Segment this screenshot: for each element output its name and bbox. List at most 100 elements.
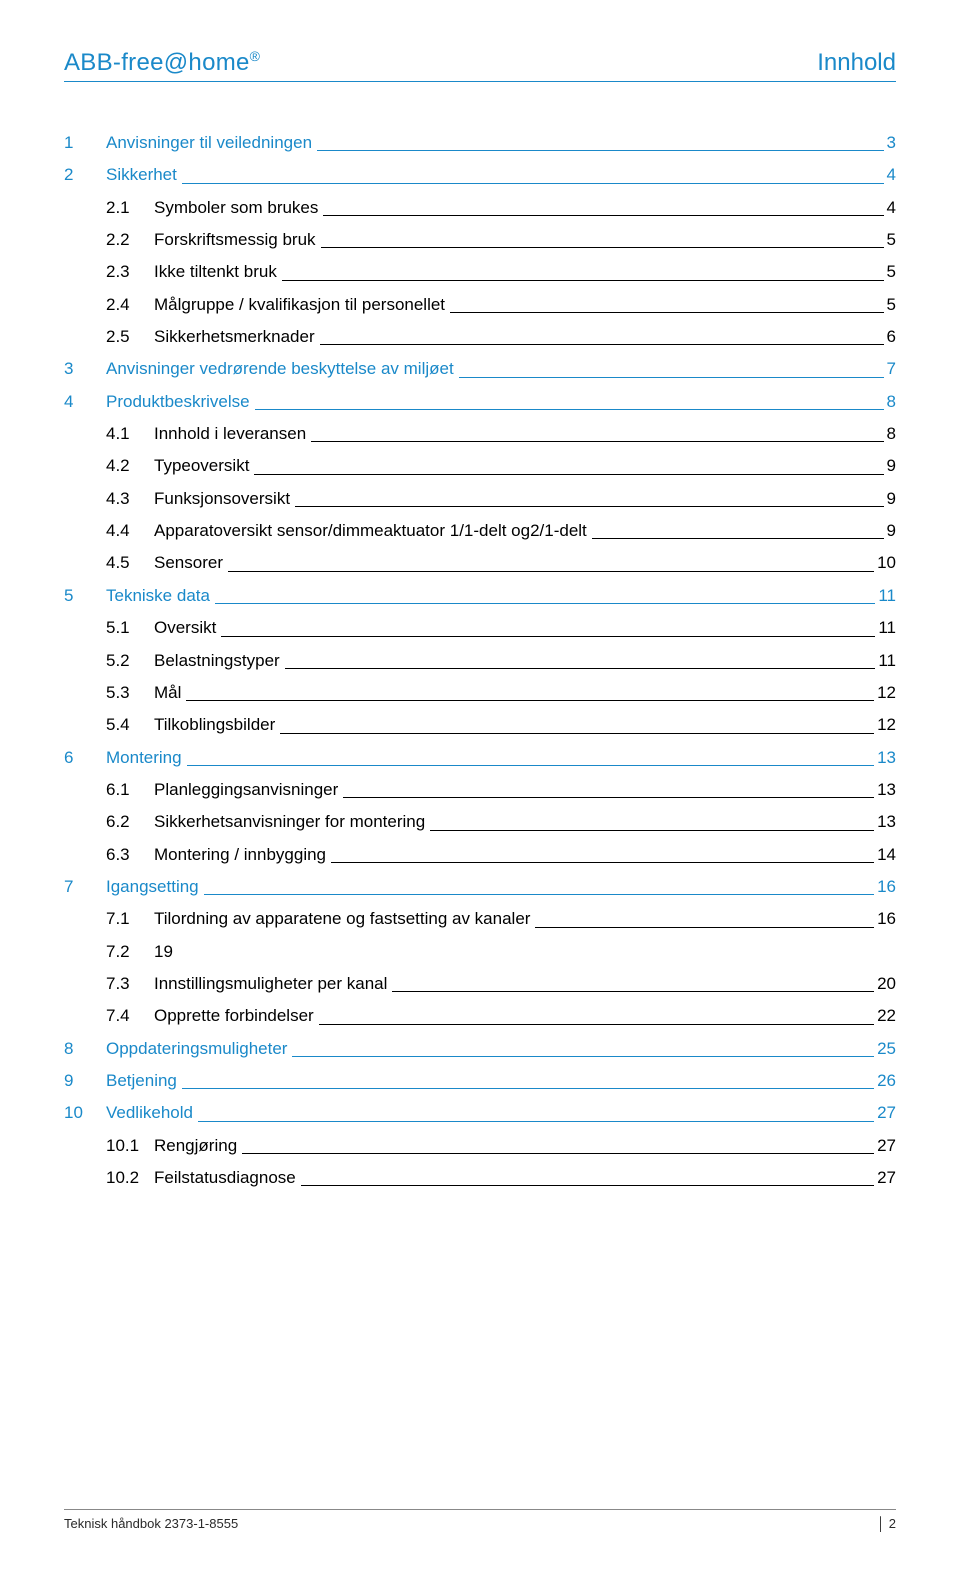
toc-page-number: 5 <box>884 292 896 318</box>
toc-title: Mål <box>154 680 186 706</box>
toc-leader-line <box>186 700 874 701</box>
toc-entry: 7.219 <box>64 939 896 965</box>
toc-leader-line <box>292 1056 874 1057</box>
toc-leader-line <box>255 409 884 410</box>
toc-number: 2.1 <box>106 195 154 221</box>
toc-number: 5.1 <box>106 615 154 641</box>
toc-title: Sikkerhetsmerknader <box>154 324 320 350</box>
toc-title: Sikkerhet <box>106 162 182 188</box>
toc-number: 9 <box>64 1068 106 1094</box>
toc-number: 2 <box>64 162 106 188</box>
toc-entry: 6Montering13 <box>64 745 896 771</box>
toc-leader-line <box>254 474 883 475</box>
toc-entry: 2Sikkerhet 4 <box>64 162 896 188</box>
toc-title: Funksjonsoversikt <box>154 486 295 512</box>
toc-title: Betjening <box>106 1068 182 1094</box>
toc-title: Montering / innbygging <box>154 842 331 868</box>
toc-title: Anvisninger vedrørende beskyttelse av mi… <box>106 356 459 382</box>
toc-title: Innstillingsmuligheter per kanal <box>154 971 392 997</box>
toc-number: 2.2 <box>106 227 154 253</box>
toc-page-number: 26 <box>874 1068 896 1094</box>
toc-page-number: 4 <box>884 162 896 188</box>
toc-page-number: 7 <box>884 356 896 382</box>
toc-leader-line <box>592 538 884 539</box>
footer-page-number: 2 <box>889 1516 896 1531</box>
toc-title: Belastningstyper <box>154 648 285 674</box>
toc-number: 4.3 <box>106 486 154 512</box>
toc-entry: 10.1Rengjøring27 <box>64 1133 896 1159</box>
toc-entry: 5.2Belastningstyper11 <box>64 648 896 674</box>
toc-page-number: 11 <box>875 648 896 674</box>
toc-entry: 2.3Ikke tiltenkt bruk5 <box>64 259 896 285</box>
page-section-title: Innhold <box>817 49 896 77</box>
toc-leader-line <box>182 1088 874 1089</box>
toc-leader-line <box>320 344 884 345</box>
toc-entry: 1Anvisninger til veiledningen3 <box>64 130 896 156</box>
toc-leader-line <box>450 312 883 313</box>
toc-entry: 4.2Typeoversikt9 <box>64 453 896 479</box>
toc-title: Vedlikehold <box>106 1100 198 1126</box>
toc-page-number: 9 <box>884 453 896 479</box>
toc-title: Apparatoversikt sensor/dimmeaktuator 1/1… <box>154 518 592 544</box>
toc-entry: 4.1Innhold i leveransen8 <box>64 421 896 447</box>
toc-leader-line <box>221 636 875 637</box>
toc-leader-line <box>343 797 874 798</box>
toc-number: 8 <box>64 1036 106 1062</box>
toc-title: Feilstatusdiagnose <box>154 1165 301 1191</box>
toc-entry: 7.3Innstillingsmuligheter per kanal 20 <box>64 971 896 997</box>
toc-page-number: 25 <box>874 1036 896 1062</box>
toc-title: Produktbeskrivelse <box>106 389 255 415</box>
toc-number: 4.4 <box>106 518 154 544</box>
toc-entry: 5.3Mål 12 <box>64 680 896 706</box>
page-header: ABB-free@home® Innhold <box>64 48 896 82</box>
toc-title: Typeoversikt <box>154 453 254 479</box>
toc-leader-line <box>319 1024 874 1025</box>
toc-entry: 5.1Oversikt11 <box>64 615 896 641</box>
page-footer: Teknisk håndbok 2373-1-8555 │ 2 <box>64 1509 896 1531</box>
toc-number: 7 <box>64 874 106 900</box>
toc-number: 4 <box>64 389 106 415</box>
toc-leader-line <box>301 1185 874 1186</box>
toc-number: 2.3 <box>106 259 154 285</box>
toc-page-number: 6 <box>884 324 896 350</box>
toc-page-number: 4 <box>884 195 896 221</box>
toc-number: 7.3 <box>106 971 154 997</box>
toc-entry: 6.1Planleggingsanvisninger13 <box>64 777 896 803</box>
toc-leader-line <box>285 668 876 669</box>
toc-leader-line <box>311 441 883 442</box>
toc-leader-line <box>459 377 884 378</box>
toc-title: Forskriftsmessig bruk <box>154 227 321 253</box>
toc-number: 6.1 <box>106 777 154 803</box>
toc-page-number: 3 <box>884 130 896 156</box>
brand-title: ABB-free@home® <box>64 48 260 77</box>
toc-entry: 6.3Montering / innbygging14 <box>64 842 896 868</box>
toc-entry: 2.5Sikkerhetsmerknader6 <box>64 324 896 350</box>
toc-number: 7.4 <box>106 1003 154 1029</box>
toc-leader-line <box>215 603 875 604</box>
toc-number: 10 <box>64 1100 106 1126</box>
toc-title: Montering <box>106 745 187 771</box>
footer-right: │ 2 <box>877 1516 896 1531</box>
toc-entry: 7.1Tilordning av apparatene og fastsetti… <box>64 906 896 932</box>
toc-title: Planleggingsanvisninger <box>154 777 343 803</box>
toc-number: 4.5 <box>106 550 154 576</box>
toc-entry: 4.5Sensorer10 <box>64 550 896 576</box>
toc-page-number: 12 <box>874 680 896 706</box>
toc-title: Sikkerhetsanvisninger for montering <box>154 809 430 835</box>
toc-entry: 4Produktbeskrivelse8 <box>64 389 896 415</box>
toc-page-number: 11 <box>875 615 896 641</box>
footer-separator: │ <box>877 1516 885 1531</box>
toc-page-number: 14 <box>874 842 896 868</box>
toc-page-number: 27 <box>874 1133 896 1159</box>
toc-entry: 9Betjening 26 <box>64 1068 896 1094</box>
toc-page-number: 9 <box>884 486 896 512</box>
toc-title: Målgruppe / kvalifikasjon til personelle… <box>154 292 450 318</box>
toc-number: 5.3 <box>106 680 154 706</box>
toc-title: 19 <box>154 939 178 965</box>
toc-page-number: 20 <box>874 971 896 997</box>
toc-title: Sensorer <box>154 550 228 576</box>
toc-number: 5.4 <box>106 712 154 738</box>
toc-entry: 6.2Sikkerhetsanvisninger for montering13 <box>64 809 896 835</box>
toc-leader-line <box>282 280 884 281</box>
toc-page-number: 27 <box>874 1165 896 1191</box>
